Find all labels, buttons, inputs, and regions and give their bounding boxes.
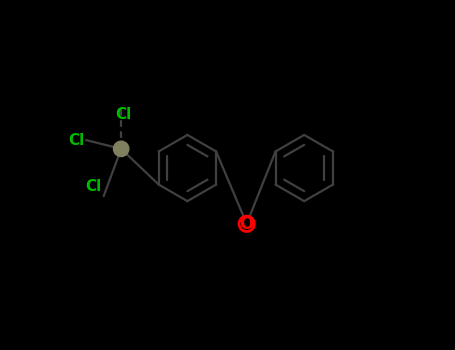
Circle shape — [239, 216, 254, 231]
Circle shape — [113, 141, 129, 156]
Text: Cl: Cl — [68, 133, 85, 148]
Text: Cl: Cl — [115, 107, 131, 122]
Text: Cl: Cl — [86, 179, 102, 194]
Text: O: O — [239, 215, 254, 233]
